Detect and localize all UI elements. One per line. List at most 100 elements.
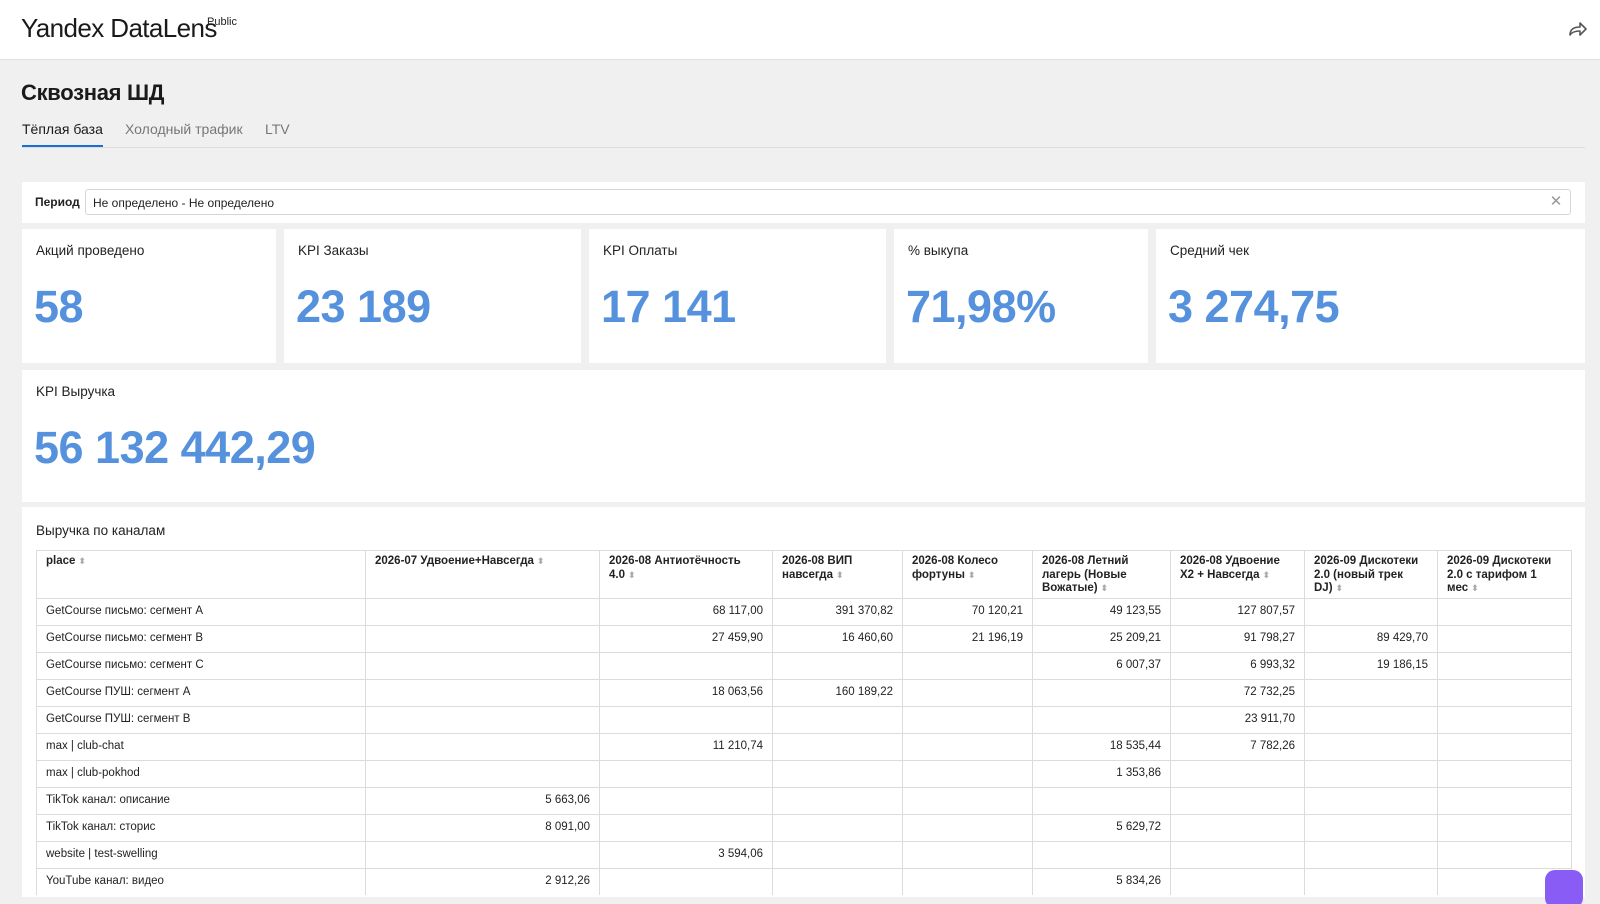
place-cell: TikTok канал: описание bbox=[36, 787, 366, 815]
table-scroll-area[interactable]: place ⬍ 2026-07 Удвоение+Навсегда ⬍ 2026-08 … bbox=[36, 550, 1572, 895]
value-cell bbox=[1437, 679, 1572, 707]
revenue-by-channel-card: Выручка по каналам place ⬍ 2026-07 Удвоени… bbox=[22, 507, 1585, 897]
kpi-value: 56 132 442,29 bbox=[34, 422, 316, 473]
value-cell bbox=[772, 706, 903, 734]
value-cell: 160 189,22 bbox=[772, 679, 903, 707]
value-cell: 11 210,74 bbox=[599, 733, 773, 761]
column-header-label: 2026-08 Удвоение X2 + Навсегда bbox=[1180, 555, 1280, 581]
place-cell: website | test-swelling bbox=[36, 841, 366, 869]
sort-icon[interactable]: ⬍ bbox=[1471, 583, 1479, 593]
value-cell bbox=[1032, 679, 1171, 707]
kpi-card-avg-check: Средний чек 3 274,75 bbox=[1156, 229, 1585, 363]
value-cell: 5 663,06 bbox=[365, 787, 600, 815]
value-cell bbox=[365, 841, 600, 869]
table-row: GetCourse письмо: сегмент B 27 459,90 16 4… bbox=[36, 625, 1572, 653]
column-header-label: 2026-08 Антиотёчность 4.0 bbox=[609, 555, 741, 581]
value-cell bbox=[1304, 868, 1438, 895]
value-cell: 89 429,70 bbox=[1304, 625, 1438, 653]
column-header[interactable]: 2026-08 Антиотёчность 4.0 ⬍ bbox=[599, 550, 773, 599]
table-title: Выручка по каналам bbox=[36, 523, 166, 538]
kpi-value: 17 141 bbox=[601, 281, 736, 332]
column-header-label: 2026-09 Дискотеки 2.0 с тарифом 1 мес bbox=[1447, 555, 1552, 594]
tab-cold-traffic[interactable]: Холодный трафик bbox=[125, 121, 243, 137]
value-cell bbox=[1304, 760, 1438, 788]
place-cell: max | club-chat bbox=[36, 733, 366, 761]
sort-icon[interactable]: ⬍ bbox=[78, 556, 86, 566]
value-cell bbox=[902, 868, 1033, 895]
column-header[interactable]: place ⬍ bbox=[36, 550, 366, 599]
kpi-title: % выкупа bbox=[908, 243, 969, 258]
sort-icon[interactable]: ⬍ bbox=[967, 569, 976, 580]
value-cell bbox=[365, 625, 600, 653]
value-cell bbox=[1170, 868, 1305, 895]
column-header[interactable]: 2026-08 Колесо фортуны ⬍ bbox=[902, 550, 1033, 599]
sort-icon[interactable]: ⬍ bbox=[628, 569, 636, 580]
value-cell bbox=[902, 760, 1033, 788]
kpi-card-orders: KPI Заказы 23 189 bbox=[284, 229, 581, 363]
kpi-card-actions: Акций проведено 58 bbox=[22, 229, 276, 363]
sort-icon[interactable]: ⬍ bbox=[536, 556, 545, 566]
value-cell: 18 535,44 bbox=[1032, 733, 1171, 761]
column-header[interactable]: 2026-09 Дискотеки 2.0 (новый трек DJ) ⬍ bbox=[1304, 550, 1438, 599]
value-cell bbox=[599, 814, 773, 842]
value-cell bbox=[599, 652, 773, 680]
value-cell: 6 007,37 bbox=[1032, 652, 1171, 680]
value-cell: 127 807,57 bbox=[1170, 598, 1305, 626]
tab-ltv[interactable]: LTV bbox=[265, 121, 290, 137]
column-header[interactable]: 2026-07 Удвоение+Навсегда ⬍ bbox=[365, 550, 600, 599]
public-badge: Public bbox=[207, 16, 237, 28]
place-cell: GetCourse письмо: сегмент B bbox=[36, 625, 366, 653]
value-cell bbox=[1170, 760, 1305, 788]
table-header-row: place ⬍ 2026-07 Удвоение+Навсегда ⬍ 2026-08 … bbox=[36, 550, 1572, 599]
assistant-fab-button[interactable] bbox=[1545, 870, 1583, 904]
column-header-label: 2026-08 Колесо фортуны bbox=[912, 555, 998, 581]
value-cell: 1 353,86 bbox=[1032, 760, 1171, 788]
value-cell bbox=[1437, 598, 1572, 626]
value-cell: 70 120,21 bbox=[902, 598, 1033, 626]
value-cell bbox=[772, 760, 903, 788]
value-cell: 2 912,26 bbox=[365, 868, 600, 895]
value-cell bbox=[365, 652, 600, 680]
column-header[interactable]: 2026-08 Летний лагерь (Новые Вожатые) ⬍ bbox=[1032, 550, 1171, 599]
column-header[interactable]: 2026-08 Удвоение X2 + Навсегда ⬍ bbox=[1170, 550, 1305, 599]
sort-icon[interactable]: ⬍ bbox=[835, 569, 844, 580]
sort-icon[interactable]: ⬍ bbox=[1335, 583, 1344, 593]
share-icon[interactable] bbox=[1566, 18, 1588, 40]
close-icon[interactable]: ✕ bbox=[1549, 193, 1563, 210]
value-cell bbox=[902, 652, 1033, 680]
value-cell bbox=[902, 841, 1033, 869]
sort-icon[interactable]: ⬍ bbox=[1100, 583, 1109, 593]
table-row: max | club-pokhod 1 353,86 bbox=[36, 760, 1572, 788]
column-header[interactable]: 2026-08 ВИП навсегда ⬍ bbox=[772, 550, 903, 599]
kpi-card-payments: KPI Оплаты 17 141 bbox=[589, 229, 886, 363]
app-logo[interactable]: Yandex DataLens bbox=[21, 13, 217, 43]
period-input[interactable]: Не определено - Не определено ✕ bbox=[85, 189, 1571, 215]
sort-icon[interactable]: ⬍ bbox=[1262, 569, 1271, 580]
value-cell bbox=[772, 652, 903, 680]
place-cell: TikTok канал: сторис bbox=[36, 814, 366, 842]
value-cell: 7 782,26 bbox=[1170, 733, 1305, 761]
place-cell: GetCourse ПУШ: сегмент A bbox=[36, 679, 366, 707]
value-cell bbox=[365, 760, 600, 788]
table-row: GetCourse ПУШ: сегмент B 23 911,70 bbox=[36, 706, 1572, 734]
value-cell: 5 834,26 bbox=[1032, 868, 1171, 895]
value-cell bbox=[1170, 814, 1305, 842]
value-cell bbox=[1032, 787, 1171, 815]
table-row: YouTube канал: видео 2 912,26 5 834,26 bbox=[36, 868, 1572, 895]
value-cell bbox=[772, 841, 903, 869]
value-cell: 391 370,82 bbox=[772, 598, 903, 626]
value-cell bbox=[1304, 679, 1438, 707]
value-cell bbox=[599, 706, 773, 734]
value-cell bbox=[772, 787, 903, 815]
value-cell bbox=[772, 814, 903, 842]
value-cell bbox=[1437, 625, 1572, 653]
tab-warm-base[interactable]: Тёплая база bbox=[22, 121, 103, 147]
value-cell: 23 911,70 bbox=[1170, 706, 1305, 734]
value-cell: 16 460,60 bbox=[772, 625, 903, 653]
column-header-label: 2026-08 ВИП навсегда bbox=[782, 555, 853, 581]
value-cell bbox=[902, 706, 1033, 734]
column-header[interactable]: 2026-09 Дискотеки 2.0 с тарифом 1 мес ⬍ bbox=[1437, 550, 1572, 599]
table-row: GetCourse письмо: сегмент C 6 007,37 6 993… bbox=[36, 652, 1572, 680]
value-cell bbox=[1437, 706, 1572, 734]
place-cell: YouTube канал: видео bbox=[36, 868, 366, 895]
